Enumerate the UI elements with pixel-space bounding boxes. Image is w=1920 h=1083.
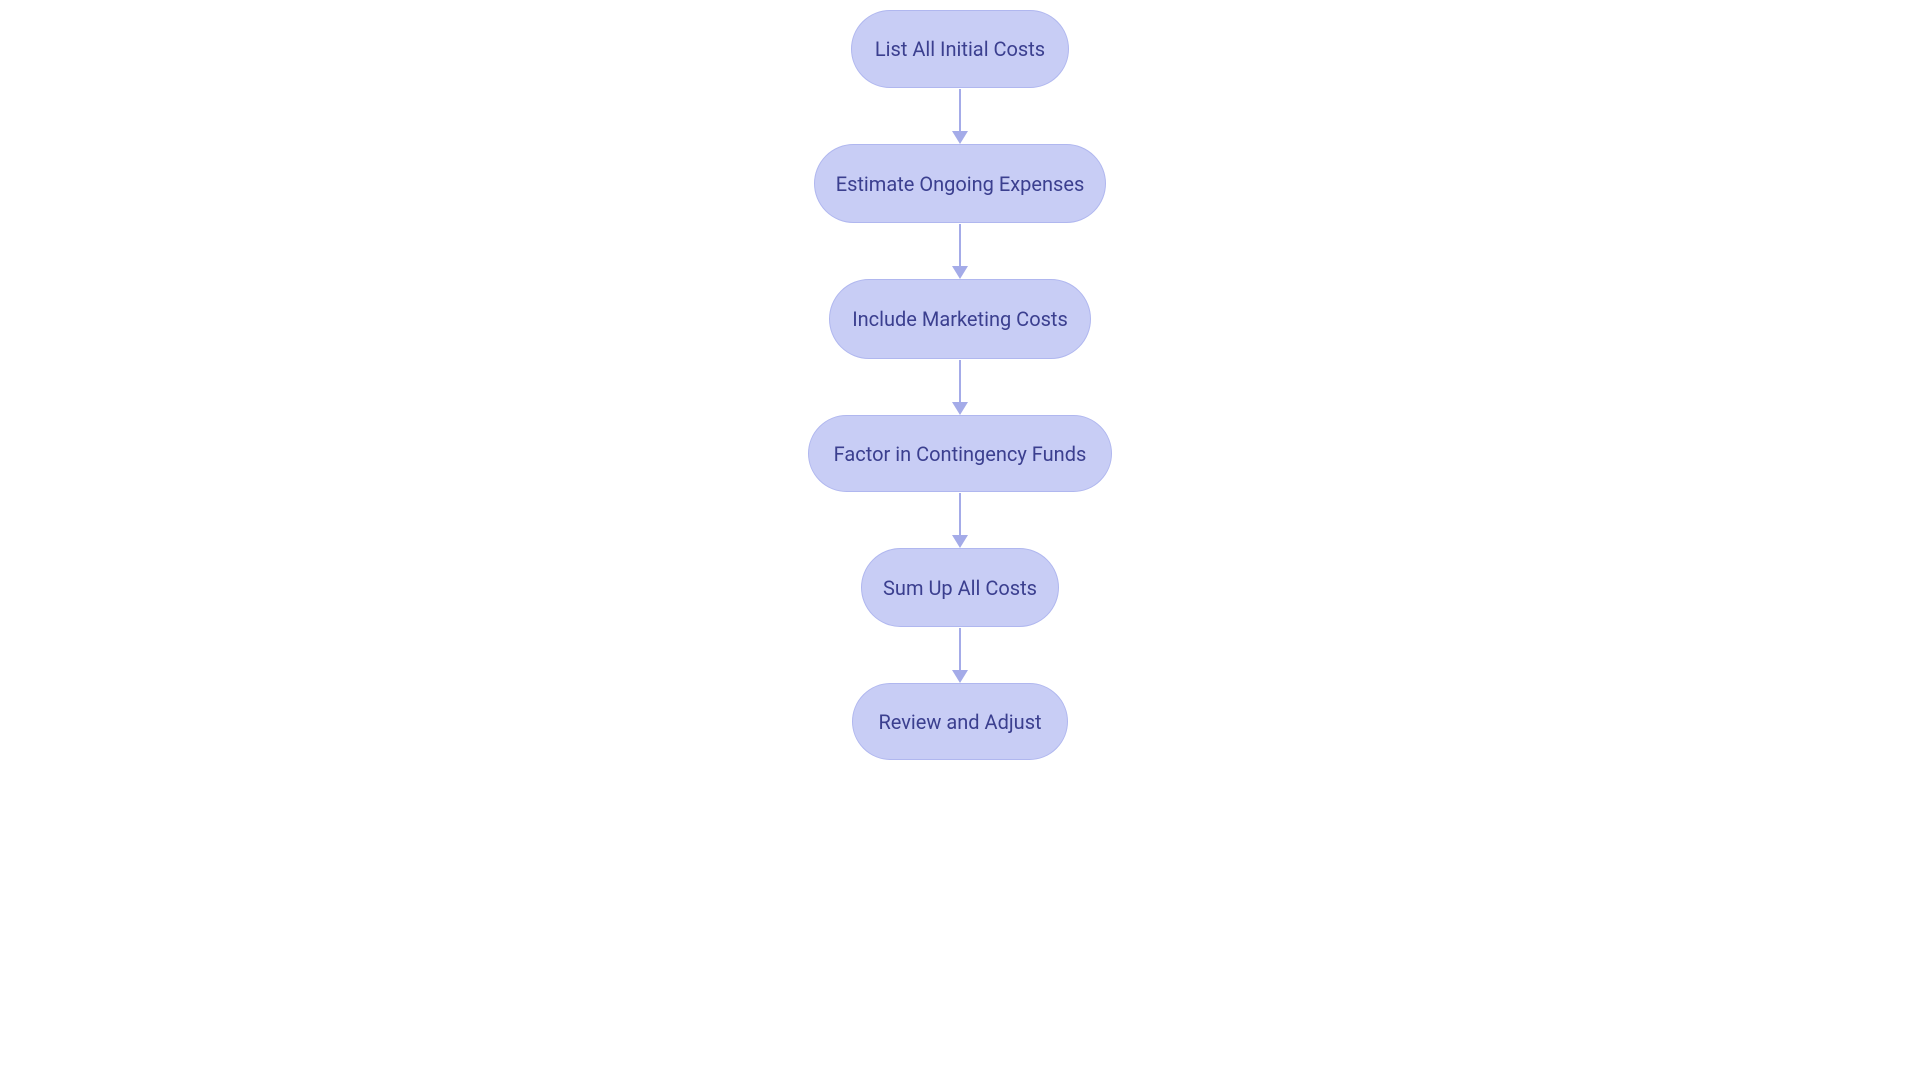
node-label: Include Marketing Costs xyxy=(852,307,1068,331)
flowchart-arrow xyxy=(952,223,968,279)
node-label: List All Initial Costs xyxy=(875,37,1045,61)
flowchart-node: Estimate Ongoing Expenses xyxy=(814,144,1106,223)
flowchart-node: List All Initial Costs xyxy=(851,10,1069,88)
arrow-line xyxy=(959,493,962,536)
flowchart-arrow xyxy=(952,627,968,683)
arrow-head-icon xyxy=(952,670,968,683)
flowchart-arrow xyxy=(952,492,968,548)
node-label: Estimate Ongoing Expenses xyxy=(836,172,1085,196)
flowchart-arrow xyxy=(952,359,968,415)
arrow-line xyxy=(959,628,962,671)
arrow-line xyxy=(959,360,962,403)
node-label: Factor in Contingency Funds xyxy=(834,442,1087,466)
arrow-head-icon xyxy=(952,535,968,548)
flowchart-node: Factor in Contingency Funds xyxy=(808,415,1112,492)
arrow-line xyxy=(959,224,962,267)
arrow-head-icon xyxy=(952,266,968,279)
flowchart-container: List All Initial Costs Estimate Ongoing … xyxy=(808,10,1112,760)
arrow-head-icon xyxy=(952,131,968,144)
flowchart-arrow xyxy=(952,88,968,144)
node-label: Sum Up All Costs xyxy=(883,576,1037,600)
flowchart-node: Include Marketing Costs xyxy=(829,279,1091,359)
arrow-line xyxy=(959,89,962,132)
node-label: Review and Adjust xyxy=(878,710,1041,734)
flowchart-node: Sum Up All Costs xyxy=(861,548,1059,627)
flowchart-node: Review and Adjust xyxy=(852,683,1068,760)
arrow-head-icon xyxy=(952,402,968,415)
